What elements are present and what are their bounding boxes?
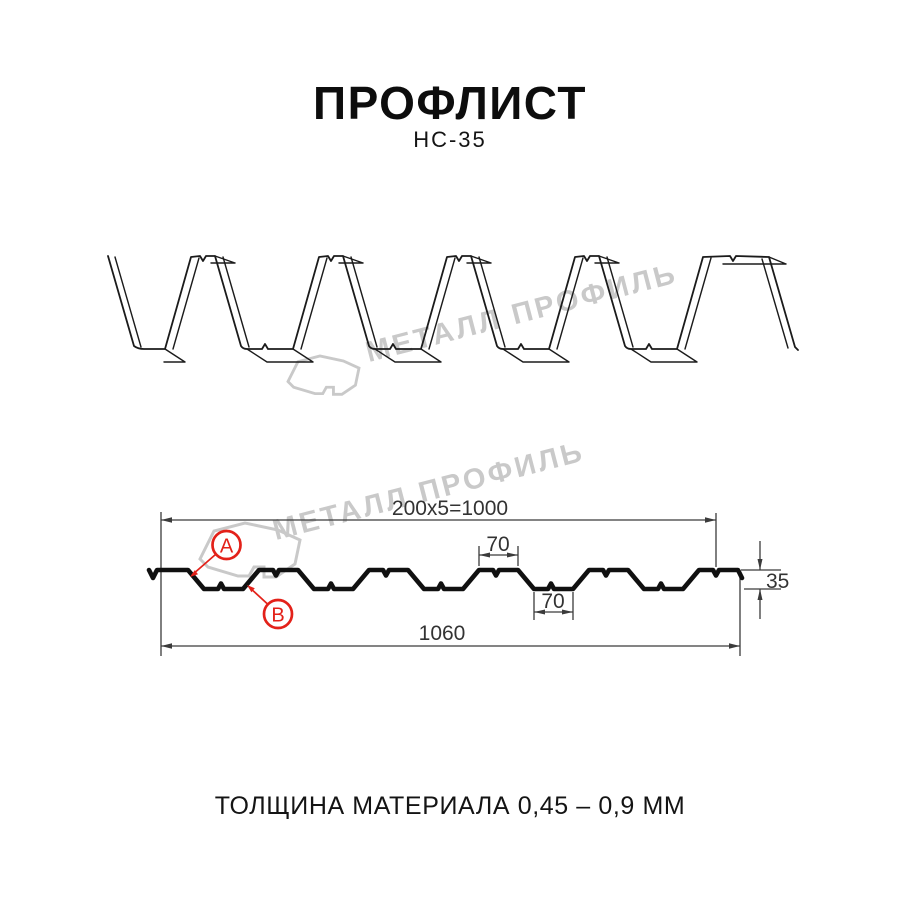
cross-section-drawing: 200x5=1000 70 70 35 1060 А В	[146, 497, 789, 656]
callout-a: А	[190, 529, 242, 577]
page-title: ПРОФЛИСТ	[313, 77, 587, 129]
profile-model-subtitle: НС-35	[413, 127, 487, 152]
callout-a-circle	[211, 529, 242, 561]
dim-working-width-label: 200x5=1000	[392, 497, 508, 520]
sheet-3d-far-edges	[163, 255, 787, 363]
dim-overall-width-label: 1060	[419, 622, 466, 645]
material-thickness-note: ТОЛЩИНА МАТЕРИАЛА 0,45 – 0,9 ММ	[214, 792, 686, 820]
sheet-3d-groove-lines	[114, 256, 789, 350]
dim-rib-top-label: 70	[486, 533, 509, 556]
watermark-text: МЕТАЛЛ ПРОФИЛЬ	[270, 436, 588, 547]
dim-height-label: 35	[766, 570, 789, 593]
callout-b-arrowhead	[247, 585, 255, 593]
callout-b-label: В	[271, 605, 284, 627]
callout-b-circle	[262, 598, 294, 630]
metall-profil-logo-icon	[198, 521, 302, 579]
sheet-3d-outline	[107, 255, 799, 351]
callout-a-arrowhead	[190, 570, 198, 577]
profile-cross-section-outline	[146, 567, 745, 592]
callout-b: В	[247, 585, 294, 630]
metall-profil-logo-icon	[286, 354, 361, 396]
sheet-3d-sketch	[107, 255, 799, 363]
dimension-lines	[161, 519, 781, 647]
callout-a-label: А	[220, 536, 234, 558]
dim-rib-bottom-label: 70	[541, 590, 564, 613]
extension-lines	[160, 512, 741, 656]
watermark-text: МЕТАЛЛ ПРОФИЛЬ	[363, 258, 681, 369]
